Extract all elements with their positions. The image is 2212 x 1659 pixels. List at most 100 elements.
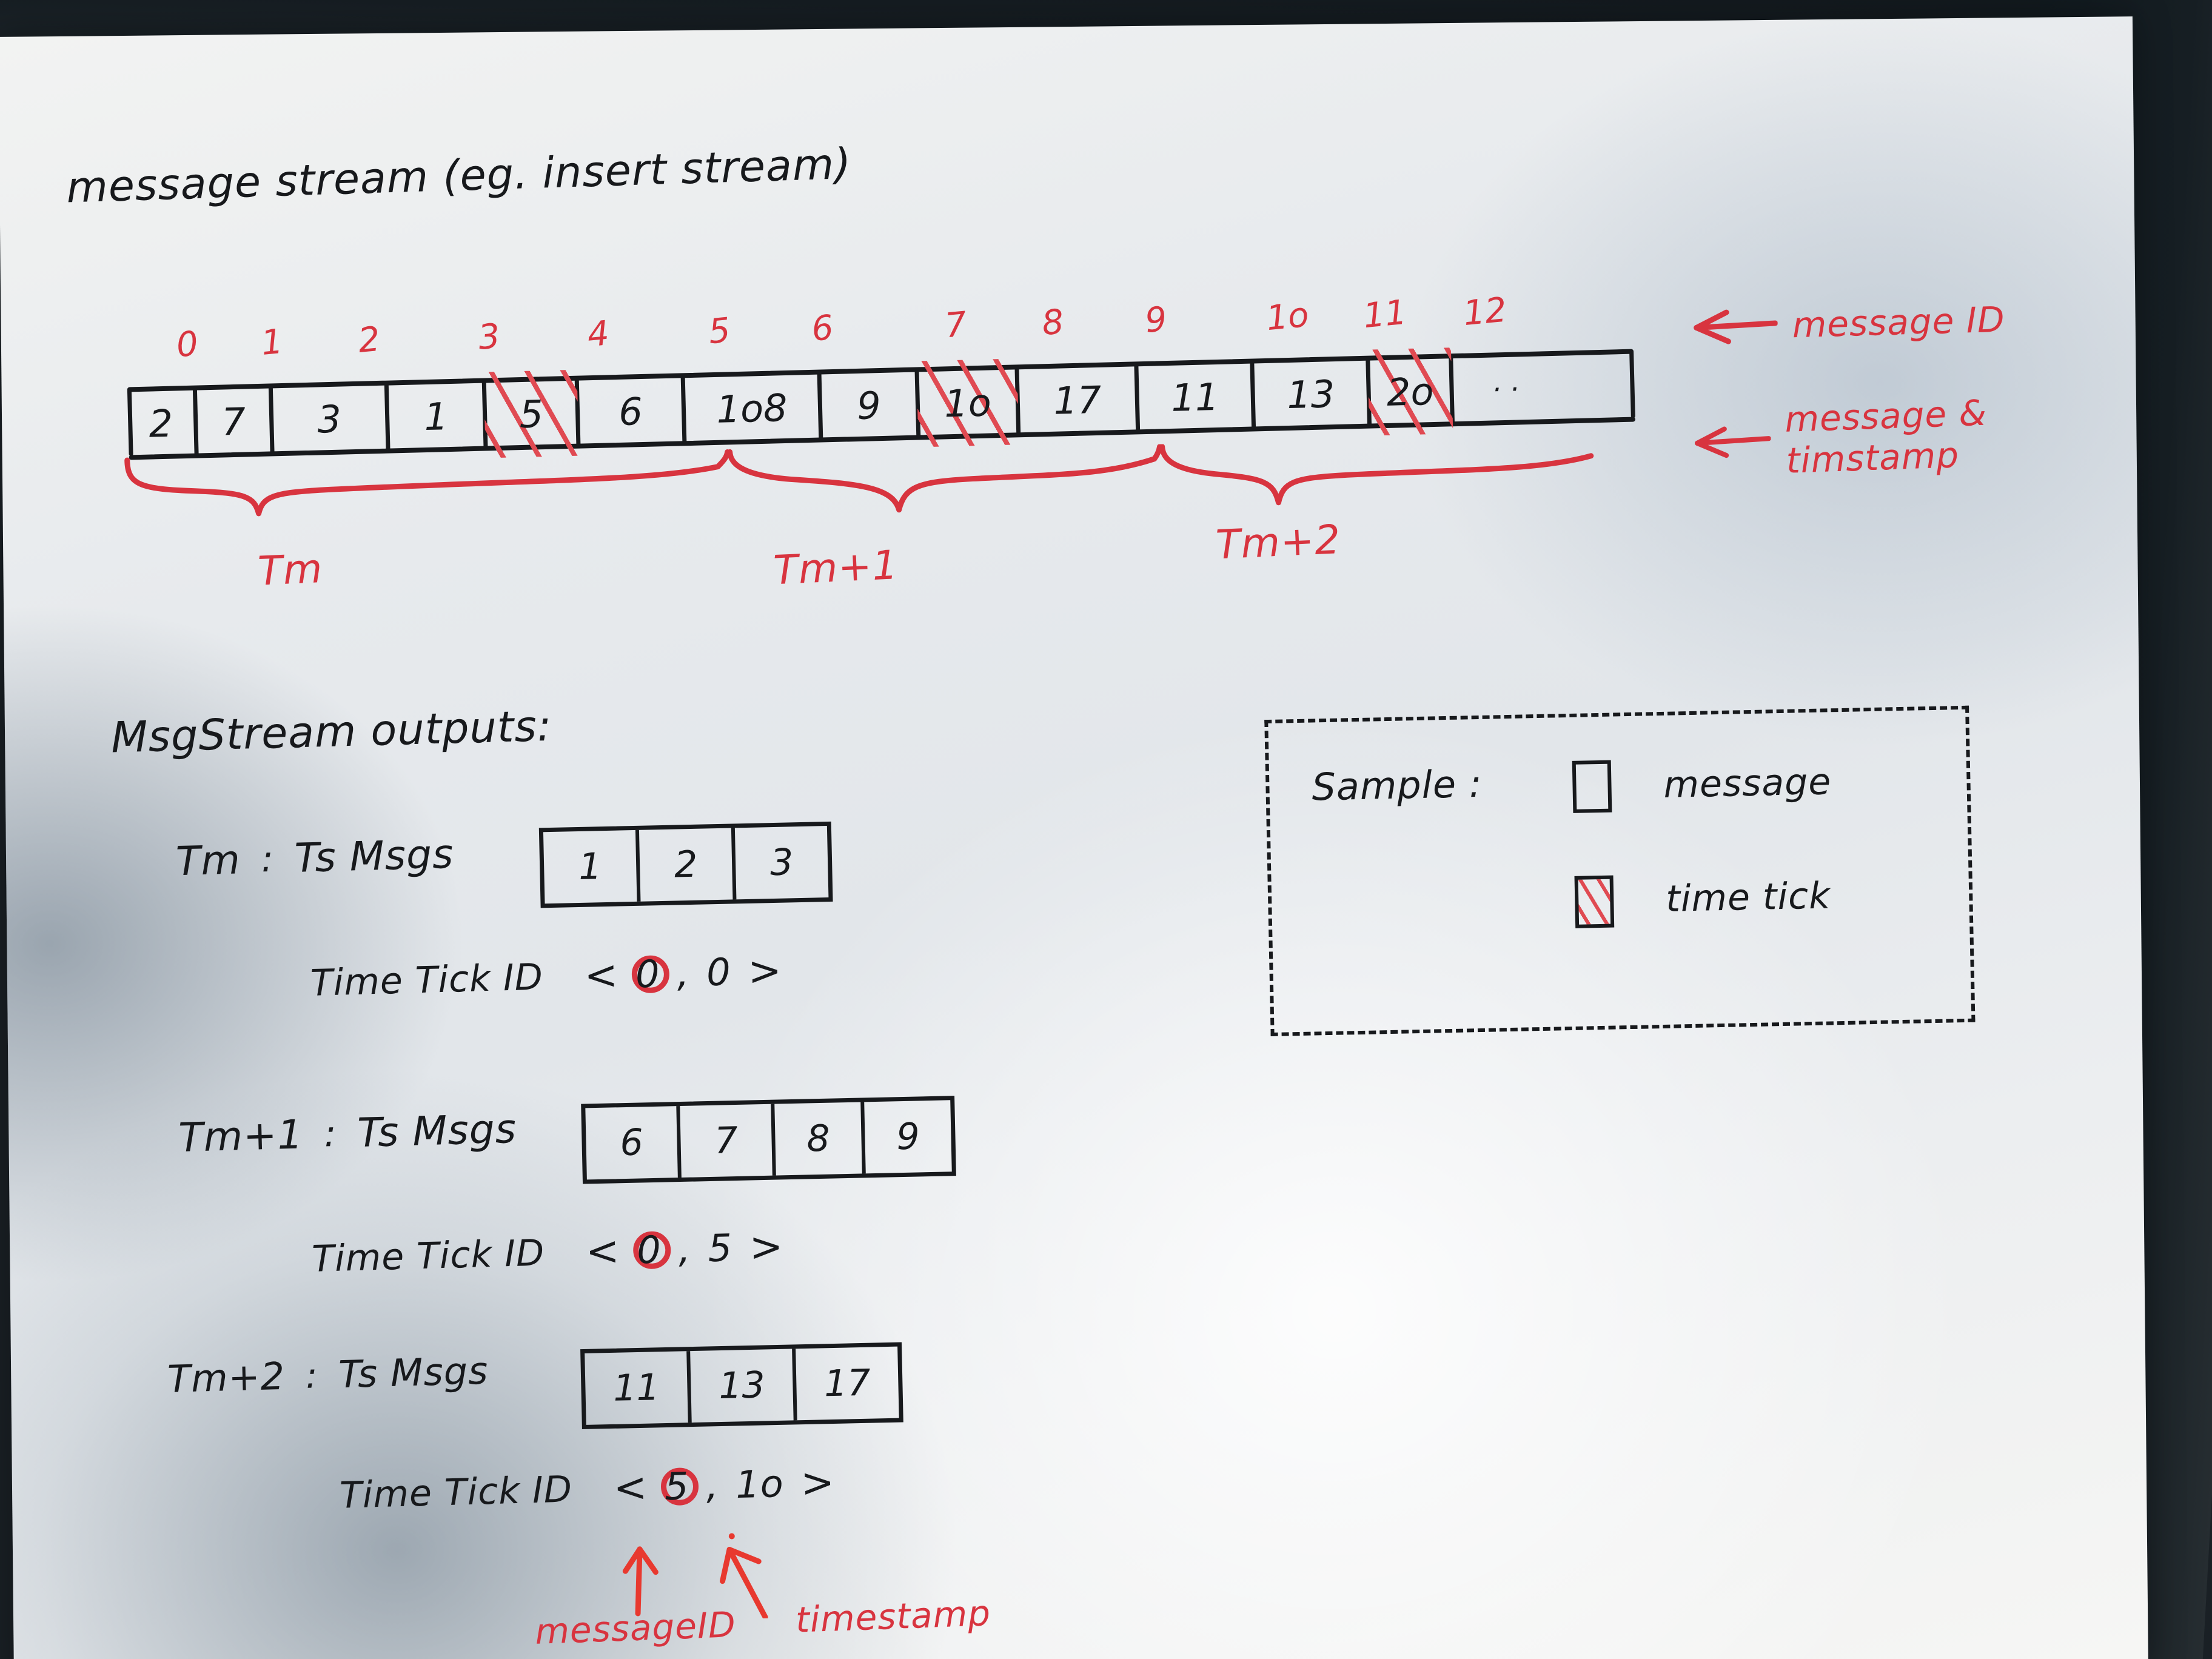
tick-open-bracket: < — [583, 951, 620, 999]
stream-cell[interactable]: 13 — [1254, 359, 1372, 429]
output-tick-label: Time Tick ID — [339, 1467, 573, 1517]
legend-title: Sample : — [1311, 761, 1483, 809]
stream-cell-value: 1o8 — [716, 385, 788, 432]
stream-index: 6 — [809, 307, 836, 349]
tick-comma: , — [705, 1463, 720, 1508]
stream-cell[interactable]: 1 — [388, 381, 488, 451]
output-msg-value: 7 — [714, 1119, 739, 1162]
output-msg-cell[interactable]: 8 — [774, 1102, 866, 1176]
stream-cell-value: 1 — [423, 394, 449, 439]
brace-label-tm1: Tm+1 — [772, 541, 900, 594]
stream-cell-value: 17 — [1053, 377, 1102, 423]
output-msg-value: 13 — [718, 1364, 766, 1408]
output-row-tm: Tm : Ts Msgs — [175, 831, 454, 885]
stream-cell-timetick[interactable]: 5 — [486, 379, 581, 449]
output-msg-cell[interactable]: 6 — [585, 1106, 682, 1180]
tick-message-id: 5 — [664, 1464, 690, 1509]
stream-index: 3 — [476, 316, 502, 358]
stream-index: 11 — [1361, 292, 1409, 337]
output-tick-tm2: Time Tick ID < 5 , 1o > — [339, 1459, 836, 1519]
output-tick-label: Time Tick ID — [311, 1232, 546, 1281]
output-msgs-label: Ts Msgs — [338, 1348, 489, 1397]
output-separator: : — [304, 1354, 319, 1396]
output-msg-cell[interactable]: 3 — [735, 826, 829, 899]
output-msg-cell[interactable]: 2 — [638, 828, 737, 902]
stream-index: 12 — [1461, 290, 1509, 334]
stream-cell[interactable]: 11 — [1138, 362, 1256, 432]
output-msg-cell[interactable]: 9 — [864, 1100, 952, 1173]
left-arrow-icon — [1694, 309, 1778, 344]
output-msg-cell[interactable]: 7 — [680, 1104, 776, 1178]
outputs-heading: MsgStream outputs: — [110, 700, 553, 763]
output-msg-value: 8 — [806, 1117, 831, 1161]
callout-arrows — [622, 1533, 768, 1620]
callout-label-message-id: messageID — [534, 1604, 737, 1652]
output-tick-tm: Time Tick ID < 0 , 0 > — [310, 947, 783, 1007]
brace-label-tm2: Tm+2 — [1215, 516, 1342, 569]
tick-open-bracket: < — [612, 1464, 649, 1512]
left-arrow-icon — [1695, 426, 1772, 458]
stream-cell-value: 5 — [518, 391, 544, 437]
tick-close-bracket: > — [800, 1458, 836, 1507]
stream-index: 0 — [174, 324, 200, 366]
stream-cell-value: 9 — [856, 383, 882, 428]
output-msg-value: 6 — [619, 1121, 644, 1165]
stream-cell[interactable]: 7 — [196, 387, 275, 456]
output-window-label: Tm+2 — [167, 1353, 286, 1401]
tick-message-id: 0 — [634, 951, 661, 997]
output-msg-cell[interactable]: 11 — [585, 1351, 692, 1425]
stream-cell-value: 7 — [221, 399, 246, 444]
output-msg-value: 3 — [769, 841, 794, 885]
annotation-label: message ID — [1791, 298, 2006, 346]
page-title: message stream (eg. insert stream) — [65, 138, 853, 213]
output-msgs-label: Ts Msgs — [357, 1105, 517, 1157]
output-msg-value: 2 — [674, 843, 699, 886]
stream-cell-ellipsis: · · — [1453, 355, 1558, 424]
output-row-tm2: Tm+2 : Ts Msgs — [167, 1349, 489, 1401]
annotation-message-timestamp: message & timstamp — [1692, 387, 2137, 484]
stream-index: 8 — [1040, 302, 1066, 344]
output-msg-value: 11 — [612, 1366, 660, 1410]
stream-cell[interactable]: 1o8 — [685, 373, 823, 444]
stream-cell-value: 6 — [618, 389, 643, 434]
stream-index: 7 — [943, 304, 969, 346]
legend-box: Sample : message time tick — [1264, 705, 1976, 1036]
stream-index: 5 — [706, 310, 732, 352]
tick-timestamp: 5 — [707, 1225, 733, 1271]
stream-cell-timetick[interactable]: 2o — [1370, 357, 1455, 426]
output-tick-tm1: Time Tick ID < 0 , 5 > — [311, 1223, 785, 1282]
stream-index: 4 — [585, 313, 611, 355]
stream-cell-timetick[interactable]: 1o — [919, 368, 1021, 438]
callout-label-timestamp: timestamp — [794, 1592, 992, 1641]
stream-cell[interactable]: 9 — [821, 370, 921, 440]
output-msg-cell[interactable]: 13 — [690, 1349, 797, 1423]
stream-window-braces — [124, 444, 1594, 517]
legend-label-message: message — [1663, 760, 1832, 806]
output-msg-cell[interactable]: 1 — [543, 830, 641, 904]
stream-index: 2 — [356, 319, 382, 361]
output-msgs-box-tm1: 6 7 8 9 — [581, 1096, 956, 1184]
tick-open-bracket: < — [585, 1227, 621, 1275]
output-window-label: Tm+1 — [178, 1111, 304, 1162]
tick-timestamp: 0 — [706, 950, 732, 995]
output-row-tm1: Tm+1 : Ts Msgs — [178, 1105, 517, 1161]
plain-box-icon — [1572, 760, 1612, 813]
stream-index: 1 — [259, 321, 285, 363]
stream-cell-value: 13 — [1286, 371, 1336, 417]
stream-index: 1o — [1264, 295, 1311, 339]
output-msg-value: 9 — [896, 1115, 920, 1159]
output-msgs-box-tm: 1 2 3 — [538, 821, 833, 908]
annotation-label: message & timstamp — [1784, 392, 1988, 481]
legend-label-timetick: time tick — [1665, 874, 1831, 920]
stream-cell-value: 2o — [1386, 369, 1435, 415]
stream-index: 9 — [1143, 299, 1169, 341]
stream-cell-value: 2 — [148, 401, 173, 446]
annotation-message-id: message ID — [1692, 298, 2006, 349]
output-msg-cell[interactable]: 17 — [796, 1347, 899, 1421]
stream-cell[interactable]: 2 — [127, 389, 199, 458]
tick-comma: , — [677, 1226, 692, 1272]
stream-cell[interactable]: 6 — [578, 377, 687, 446]
stream-cell[interactable]: 3 — [272, 384, 390, 454]
stream-cell[interactable]: 17 — [1019, 365, 1141, 435]
